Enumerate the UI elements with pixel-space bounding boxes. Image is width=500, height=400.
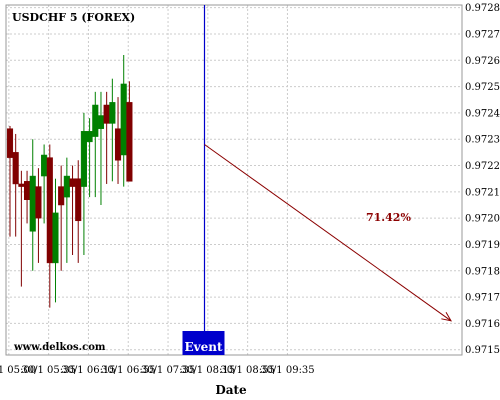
y-tick-label: 0.9719	[465, 240, 500, 251]
candle-body	[35, 186, 42, 219]
candle-body	[41, 154, 48, 177]
y-tick-label: 0.9715	[465, 345, 500, 356]
y-tick-label: 0.9716	[465, 319, 500, 330]
candle-body	[46, 157, 53, 264]
x-tick-label: 30/1 08:15	[181, 365, 235, 376]
candle-body	[12, 152, 19, 185]
candle-body	[92, 104, 99, 137]
y-tick-label: 0.9720	[465, 214, 500, 225]
x-tick-label: 30/1 05:35	[21, 365, 75, 376]
candle-body	[126, 102, 133, 182]
candle-body	[120, 83, 127, 156]
y-tick-label: 0.9726	[465, 56, 500, 67]
y-tick-label: 0.9725	[465, 82, 500, 93]
y-tick-label: 0.9721	[465, 187, 500, 198]
x-axis-label: Date	[215, 383, 247, 397]
candle-body	[86, 131, 93, 143]
x-tick-label: 30/1 09:35	[260, 365, 314, 376]
candle-body	[75, 178, 82, 222]
candle-body	[58, 186, 65, 206]
candle-body	[63, 175, 70, 198]
y-tick-label: 0.9724	[465, 108, 500, 119]
candle-body	[6, 128, 14, 158]
projection-arrowhead	[441, 312, 453, 322]
candle-body	[80, 131, 87, 187]
x-tick-label: 30/1 05:00	[0, 365, 36, 376]
candle-body	[69, 178, 76, 187]
projection-percentage: 71.42%	[366, 211, 411, 224]
candle-body	[52, 212, 59, 264]
y-tick-label: 0.9727	[465, 29, 500, 40]
plot-border	[5, 4, 463, 356]
y-tick-label: 0.9717	[465, 293, 500, 304]
candle-body	[109, 102, 116, 124]
y-tick-label: 0.9722	[465, 161, 500, 172]
x-tick-label: 30/1 08:55	[220, 365, 274, 376]
candle-body	[24, 181, 31, 200]
projection-arrow	[204, 144, 452, 322]
candle-body	[114, 128, 122, 161]
watermark: www.delkos.com	[14, 342, 106, 353]
candle-body	[103, 104, 110, 124]
chart-title: USDCHF 5 (FOREX)	[12, 11, 136, 24]
y-tick-label: 0.9723	[465, 135, 500, 146]
x-tick-label: 30/1 06:15	[61, 365, 115, 376]
y-tick-label: 0.9728	[465, 3, 500, 14]
x-tick-label: 30/1 06:55	[101, 365, 155, 376]
candle-body	[18, 183, 25, 187]
x-tick-label: 30/1 07:35	[141, 365, 195, 376]
y-tick-label: 0.9718	[465, 266, 500, 277]
event-marker	[182, 331, 225, 355]
candle-body	[29, 175, 36, 232]
candle-body	[97, 115, 105, 129]
event-label: Event	[184, 340, 222, 354]
